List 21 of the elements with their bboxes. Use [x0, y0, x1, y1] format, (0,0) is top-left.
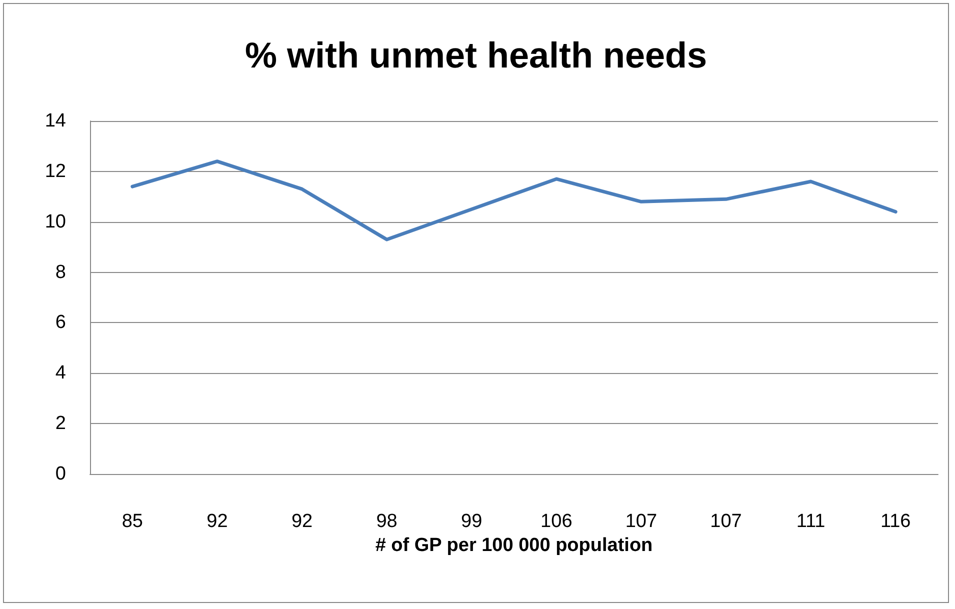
- x-axis-title: # of GP per 100 000 population: [375, 534, 653, 556]
- x-tick-label: 99: [461, 511, 482, 532]
- y-tick-label: 0: [55, 464, 66, 484]
- y-tick-label: 2: [55, 413, 66, 434]
- x-tick-label: 92: [206, 511, 228, 532]
- y-tick-label: 8: [55, 262, 66, 283]
- x-tick-label: 111: [796, 511, 826, 532]
- x-tick-label: 98: [376, 511, 398, 532]
- y-tick-label: 4: [55, 362, 66, 384]
- y-tick-label: 14: [44, 110, 66, 132]
- line-series: [130, 160, 898, 242]
- y-tick-label: 6: [55, 312, 66, 334]
- y-tick-label: 10: [44, 211, 66, 232]
- x-tick-label: 107: [625, 511, 658, 532]
- x-tick-label: 92: [291, 511, 313, 532]
- x-tick-label: 116: [880, 511, 911, 532]
- y-tick-label: 12: [44, 160, 66, 182]
- x-tick-label: 85: [122, 511, 143, 532]
- chart-title: % with unmet health needs: [244, 34, 708, 76]
- x-tick-label: 106: [540, 511, 572, 532]
- x-tick-label: 107: [710, 511, 742, 532]
